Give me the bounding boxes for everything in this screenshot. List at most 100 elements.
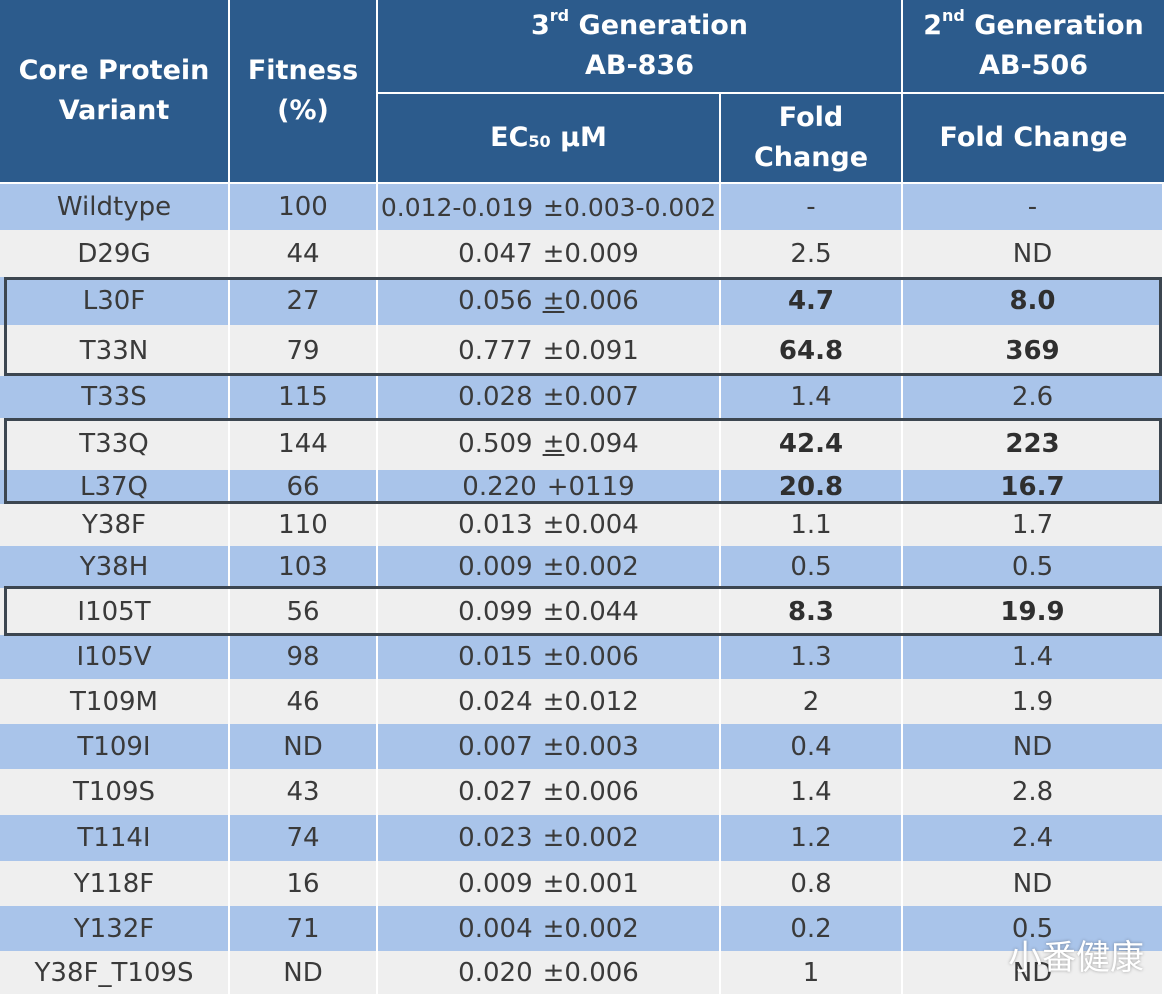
ec50-error: ±0.006 [542,957,639,988]
variant-cell: Y132F [0,906,230,951]
fold-change-2nd-cell: 16.7 [903,470,1164,504]
variant-cell: T109M [0,679,230,724]
fold-change-2nd-cell: ND [903,230,1164,277]
ec50-cell: 0.509 ±0.094 [378,418,721,470]
fold-change-2nd-cell: ND [903,951,1164,994]
ec50-value: 0.027 [458,777,533,807]
header-fitness-line1: Fitness [247,55,359,86]
ec50-value: 0.220 [462,472,537,502]
variant-cell: L37Q [0,470,230,504]
fitness-cell: 100 [230,184,378,230]
ec50-cell: 0.007 ±0.003 [378,724,721,769]
fold-change-3rd-cell: 0.4 [721,724,903,769]
ec50-cell: 0.009 ±0.002 [378,546,721,588]
fold-change-3rd-cell: 1.4 [721,769,903,815]
fitness-cell: 44 [230,230,378,277]
table-row [0,815,1164,861]
variant-cell: T33S [0,376,230,418]
ec50-value: 0.012-0.019 [380,192,534,222]
ec50-value: 0.004 [458,913,533,944]
fold-change-3rd-cell: - [721,184,903,230]
table-row [0,184,1164,230]
ec50-error: ±0.001 [542,868,639,899]
ec50-error: ±0.003-0.002 [543,192,717,222]
fold-change-2nd-cell: ND [903,724,1164,769]
fitness-cell: 27 [230,277,378,325]
fold-change-2nd-cell: 1.7 [903,504,1164,546]
variant-cell: T114I [0,815,230,861]
table-row [0,546,1164,588]
ec50-value: 0.777 [458,335,533,366]
fitness-cell: 103 [230,546,378,588]
table-row [0,724,1164,769]
table-row [0,470,1164,504]
ec50-error: ±0.012 [542,686,639,717]
fold-change-2nd-cell: ND [903,861,1164,906]
ec50-value: 0.013 [458,510,533,540]
fold-change-2nd-cell: 0.5 [903,906,1164,951]
fold-change-2nd-cell: - [903,184,1164,230]
fold-change-2nd-cell: 1.4 [903,635,1164,679]
fitness-cell: 66 [230,470,378,504]
fold-change-2nd-cell: 19.9 [903,588,1164,635]
table-row [0,951,1164,994]
fold-change-3rd-cell: 0.5 [721,546,903,588]
ec50-cell: 0.009 ±0.001 [378,861,721,906]
fold-change-3rd-cell: 1 [721,951,903,994]
ec50-error: ±0.002 [542,913,639,944]
ec50-value: 0.024 [458,686,533,717]
ec50-error: ±0.002 [542,552,639,582]
ec50-cell: 0.023 ±0.002 [378,815,721,861]
ec50-cell: 0.013 ±0.004 [378,504,721,546]
fitness-cell: 16 [230,861,378,906]
ec50-value: 0.007 [458,731,533,762]
ec50-error: ±0.003 [542,731,639,762]
fold-change-2nd-cell: 2.4 [903,815,1164,861]
ec50-value: 0.099 [458,596,533,627]
ec50-error: ±0.006 [542,286,639,316]
fold-change-3rd-cell: 0.8 [721,861,903,906]
fold-change-3rd-cell: 1.2 [721,815,903,861]
fold-change-3rd-cell: 42.4 [721,418,903,470]
variant-cell: Y38H [0,546,230,588]
header-fold-change-3rd: Fold Change [721,94,903,184]
fold-change-2nd-cell: 8.0 [903,277,1164,325]
variant-cell: Y38F [0,504,230,546]
fitness-cell: 144 [230,418,378,470]
fitness-cell: ND [230,724,378,769]
ec50-cell: 0.777 ±0.091 [378,325,721,376]
fold-change-2nd-cell: 369 [903,325,1164,376]
header-compound-ab-836: AB-836 [584,50,695,81]
ec50-error: ±0.094 [542,429,639,459]
ec50-error: ±0.002 [542,823,639,853]
fitness-cell: 71 [230,906,378,951]
variant-cell: T33Q [0,418,230,470]
ec50-value: 0.509 [458,429,533,459]
table-row [0,277,1164,325]
header-2nd-generation-title: 2nd Generation [923,6,1144,42]
table-row [0,769,1164,815]
fold-change-3rd-cell: 2.5 [721,230,903,277]
fitness-cell: 115 [230,376,378,418]
table-row [0,418,1164,470]
ec50-value: 0.020 [458,957,533,988]
ec50-cell: 0.020 ±0.006 [378,951,721,994]
table-row [0,376,1164,418]
ec50-cell: 0.056 ±0.006 [378,277,721,325]
header-3rd-generation: 3rd Generation AB-836 [378,0,903,94]
ec50-cell: 0.047 ±0.009 [378,230,721,277]
header-variant-line1: Core Protein [18,55,210,86]
header-core-protein-variant: Core Protein Variant [0,0,230,184]
ec50-cell: 0.099 ±0.044 [378,588,721,635]
ec50-value: 0.056 [458,286,533,316]
variant-cell: T109S [0,769,230,815]
ec50-value: 0.028 [458,382,533,412]
variant-cell: L30F [0,277,230,325]
ec50-value: 0.009 [458,868,533,899]
header-fitness-line2: (%) [277,95,329,126]
variant-cell: D29G [0,230,230,277]
ec50-error: ±0.044 [542,596,639,627]
ec50-cell: 0.015 ±0.006 [378,635,721,679]
table-row [0,325,1164,376]
variant-cell: I105V [0,635,230,679]
